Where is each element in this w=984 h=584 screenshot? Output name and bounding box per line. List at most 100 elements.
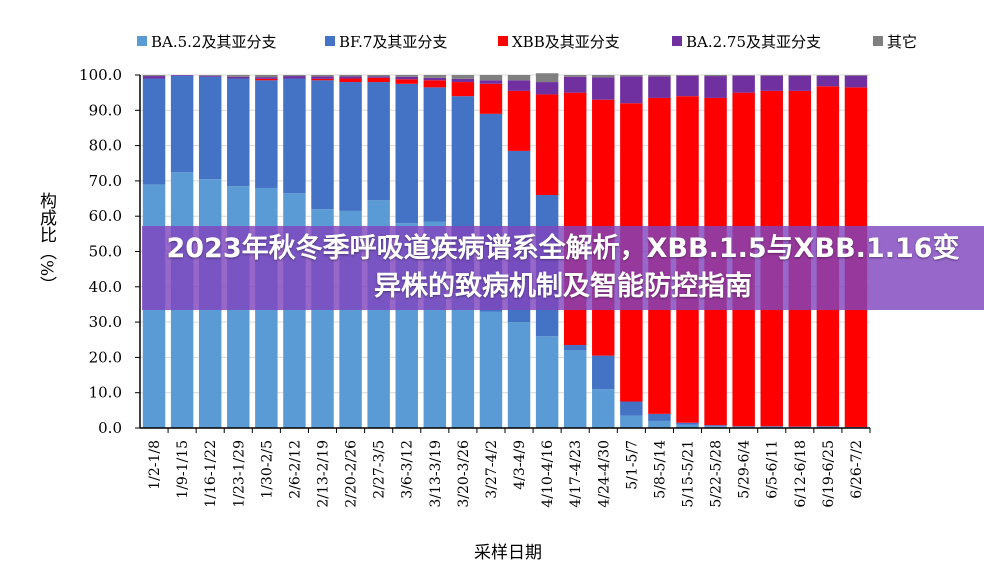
bar-segment bbox=[535, 82, 559, 95]
bar-segment bbox=[648, 420, 671, 428]
bar-segment bbox=[255, 78, 278, 81]
bar-segment bbox=[339, 78, 362, 83]
bar-segment bbox=[704, 426, 727, 428]
legend-swatch bbox=[873, 36, 883, 46]
legend-swatch bbox=[498, 36, 508, 46]
bar-segment bbox=[760, 75, 783, 91]
x-axis-title: 采样日期 bbox=[474, 543, 542, 563]
x-tick-label: 6/5-6/11 bbox=[765, 440, 781, 499]
x-tick-label: 2/27-3/5 bbox=[372, 440, 388, 499]
bar-segment bbox=[816, 75, 840, 76]
bar-segment bbox=[198, 75, 222, 76]
bar-segment bbox=[507, 90, 531, 151]
bar-segment bbox=[367, 76, 390, 78]
bar-segment bbox=[198, 75, 222, 77]
bar-segment bbox=[592, 75, 615, 78]
x-tick-label: 1/9-1/15 bbox=[175, 440, 191, 499]
bar-segment bbox=[479, 83, 503, 114]
y-tick-label: 80.0 bbox=[89, 137, 122, 155]
y-tick-label: 50.0 bbox=[89, 243, 122, 261]
bar-segment bbox=[732, 426, 755, 427]
bar-segment bbox=[339, 76, 362, 79]
y-axis-title: 构成比（%） bbox=[36, 192, 57, 293]
bar-segment bbox=[816, 75, 840, 87]
x-tick-label: 5/22-5/28 bbox=[709, 440, 725, 508]
bar-segment bbox=[367, 82, 390, 201]
bar-segment bbox=[479, 75, 503, 81]
bar-segment bbox=[844, 75, 868, 88]
x-tick-label: 4/3-4/9 bbox=[512, 440, 528, 490]
y-tick-label: 90.0 bbox=[89, 101, 122, 119]
y-tick-label: 60.0 bbox=[89, 207, 122, 225]
bar-segment bbox=[620, 76, 643, 104]
bar-segment bbox=[563, 350, 587, 428]
x-tick-label: 1/23-1/29 bbox=[231, 440, 247, 508]
bar-segment bbox=[816, 426, 840, 427]
bar-segment bbox=[704, 76, 727, 98]
bar-segment bbox=[423, 77, 447, 81]
bar-segment bbox=[142, 76, 166, 79]
bar-segment bbox=[479, 80, 503, 84]
bar-segment bbox=[451, 75, 475, 79]
x-tick-label: 1/2-1/8 bbox=[147, 440, 163, 490]
bar-segment bbox=[311, 75, 334, 77]
y-tick-label: 70.0 bbox=[89, 172, 122, 190]
bar-segment bbox=[142, 75, 166, 77]
bar-segment bbox=[563, 75, 587, 77]
bar-segment bbox=[227, 78, 250, 187]
bar-segment bbox=[620, 401, 643, 416]
bar-segment bbox=[648, 413, 671, 421]
bar-segment bbox=[311, 78, 334, 81]
bar-segment bbox=[844, 75, 868, 76]
bar-segment bbox=[311, 80, 334, 210]
bar-segment bbox=[311, 76, 334, 79]
x-tick-label: 3/20-3/26 bbox=[456, 440, 472, 508]
x-tick-label: 6/26-7/2 bbox=[849, 440, 865, 499]
legend-swatch bbox=[325, 36, 335, 46]
y-tick-label: 20.0 bbox=[89, 348, 122, 366]
bar-segment bbox=[198, 76, 222, 180]
y-tick-label: 40.0 bbox=[89, 278, 122, 296]
bar-segment bbox=[732, 75, 755, 76]
bar-segment bbox=[760, 426, 783, 427]
bar-segment bbox=[788, 75, 812, 91]
bar-segment bbox=[676, 424, 699, 428]
bar-segment bbox=[423, 80, 447, 88]
bar-segment bbox=[283, 76, 306, 79]
bar-segment bbox=[535, 94, 559, 196]
bar-segment bbox=[451, 78, 475, 83]
bar-segment bbox=[395, 76, 418, 80]
x-tick-label: 2/6-2/12 bbox=[287, 440, 303, 499]
bar-segment bbox=[648, 75, 671, 77]
x-tick-label: 5/15-5/21 bbox=[681, 440, 697, 508]
x-tick-label: 2/20-2/26 bbox=[344, 440, 360, 508]
bar-segment bbox=[339, 75, 362, 77]
x-tick-label: 2/13-2/19 bbox=[316, 440, 332, 508]
x-tick-label: 1/16-1/22 bbox=[203, 440, 219, 508]
bar-segment bbox=[142, 78, 166, 185]
x-tick-label: 1/30-2/5 bbox=[259, 440, 275, 499]
legend-label: 其它 bbox=[887, 33, 917, 51]
bar-segment bbox=[507, 75, 531, 81]
banner-title: 2023年秋冬季呼吸道疾病谱系全解析，XBB.1.5与XBB.1.16变异株的致… bbox=[166, 233, 960, 302]
bar-segment bbox=[367, 75, 390, 77]
bar-segment bbox=[788, 75, 812, 76]
bar-segment bbox=[676, 422, 699, 425]
bar-segment bbox=[395, 83, 418, 224]
x-tick-label: 3/13-3/19 bbox=[428, 440, 444, 508]
x-tick-label: 6/12-6/18 bbox=[793, 440, 809, 508]
bar-segment bbox=[283, 75, 306, 77]
x-tick-label: 3/6-3/12 bbox=[400, 440, 416, 499]
bar-segment bbox=[620, 415, 643, 428]
y-tick-label: 100.0 bbox=[79, 66, 122, 84]
bar-segment bbox=[535, 336, 559, 428]
legend-swatch bbox=[137, 36, 147, 46]
legend-label: BA.2.75及其亚分支 bbox=[686, 33, 821, 51]
legend-label: BF.7及其亚分支 bbox=[339, 33, 447, 51]
bar-segment bbox=[760, 75, 783, 76]
bar-segment bbox=[592, 355, 615, 390]
bar-segment bbox=[227, 75, 250, 77]
bar-segment bbox=[592, 389, 615, 428]
bar-segment bbox=[676, 75, 699, 97]
